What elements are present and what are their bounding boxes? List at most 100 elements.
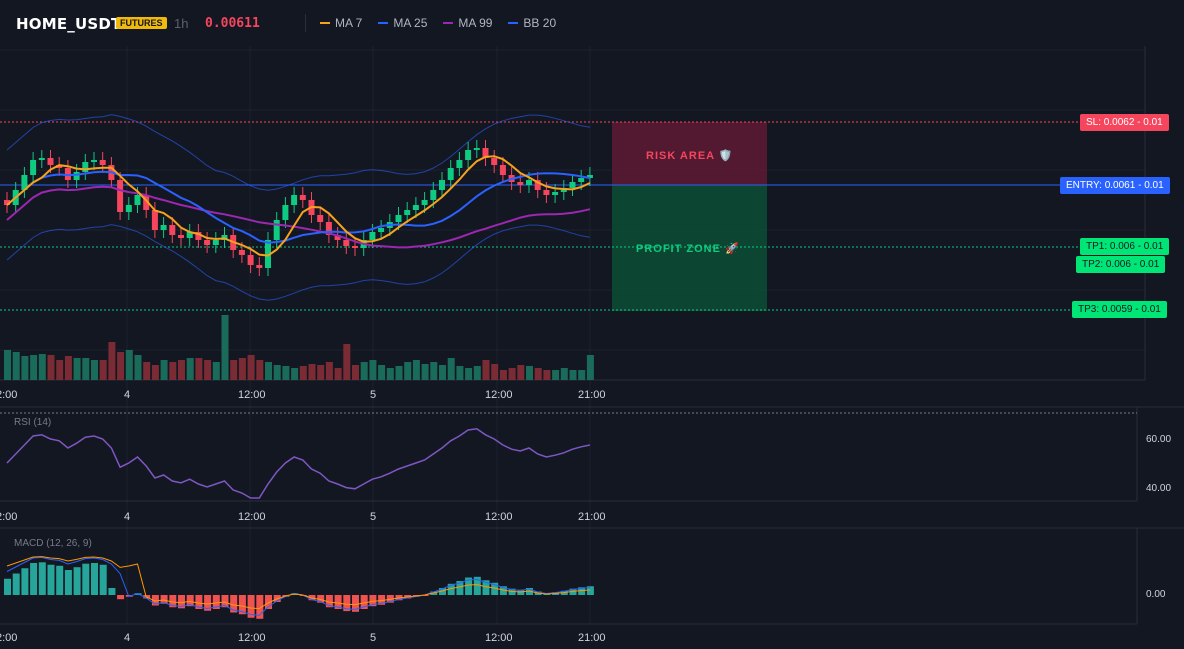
rsi-tick-60: 60.00 [1146, 434, 1171, 445]
svg-text:12:00: 12:00 [238, 389, 266, 401]
candle-body [151, 210, 158, 230]
volume-bar [108, 342, 116, 380]
candle-body [334, 235, 341, 240]
macd-bar [456, 581, 464, 595]
macd-bar [343, 595, 351, 612]
volume-bar [169, 362, 177, 380]
candle-body [30, 160, 37, 175]
macd-bar [195, 595, 203, 609]
volume-bar [38, 354, 46, 380]
volume-bar [47, 355, 55, 380]
macd-signal-line [6, 556, 590, 610]
candle-body [160, 225, 167, 230]
macd-bar [586, 586, 594, 595]
macd-bar [12, 573, 20, 595]
time-axis-rsi: 2:00 4 12:00 5 12:00 21:00 [0, 511, 606, 523]
macd-bar [38, 562, 46, 595]
candle-body [99, 160, 106, 165]
candle-body [265, 240, 271, 268]
legend-ma99[interactable]: MA 99 [443, 16, 492, 30]
volume-bar [186, 358, 194, 380]
volume-bar [369, 360, 377, 380]
ma7-line [6, 155, 591, 257]
volume-bar [578, 370, 586, 380]
volume-bar [560, 368, 568, 380]
svg-text:5: 5 [370, 389, 376, 401]
volume-bar [99, 360, 107, 380]
tp3-label[interactable]: TP3: 0.0059 - 0.01 [1072, 301, 1167, 318]
svg-text:21:00: 21:00 [578, 632, 606, 644]
legend-bb20[interactable]: BB 20 [508, 16, 556, 30]
volume-bar [325, 362, 333, 380]
volume-bar [247, 355, 255, 380]
macd-bar [212, 595, 220, 609]
macd-bar [56, 565, 64, 595]
candle-body [143, 195, 150, 210]
candle-body [569, 182, 576, 188]
macd-bar [369, 595, 377, 607]
candle-body [186, 232, 193, 238]
profit-zone[interactable] [612, 185, 767, 311]
volume-bar [195, 358, 203, 380]
volume-bar [64, 356, 72, 380]
macd-bar [186, 595, 194, 607]
grid-lines [0, 46, 1145, 625]
sl-label[interactable]: SL: 0.0062 - 0.01 [1080, 114, 1169, 131]
volume-bar [421, 364, 429, 380]
candle-body [238, 250, 245, 255]
candle-body [395, 215, 402, 222]
candlesticks [4, 140, 593, 276]
volume-bar [378, 365, 386, 380]
svg-text:4: 4 [124, 389, 130, 401]
chart-header: HOME_USDT FUTURES 1h 0.00611 MA 7 MA 25 … [0, 0, 1184, 46]
rsi-tick-40: 40.00 [1146, 483, 1171, 494]
risk-area-zone[interactable] [612, 122, 767, 185]
volume-bar [273, 365, 281, 380]
macd-bar [256, 595, 264, 619]
volume-bar [543, 370, 551, 380]
candle-body [447, 168, 454, 180]
volume-bar [534, 368, 542, 380]
timeframe-label[interactable]: 1h [174, 16, 189, 31]
macd-bar [82, 563, 90, 595]
entry-label[interactable]: ENTRY: 0.0061 - 0.01 [1060, 177, 1170, 194]
candle-body [473, 148, 480, 150]
candle-body [21, 175, 28, 190]
macd-bar [447, 583, 455, 595]
macd-bar [238, 595, 246, 615]
volume-bar [352, 365, 359, 380]
tp1-label[interactable]: TP1: 0.006 - 0.01 [1080, 238, 1170, 255]
svg-text:2:00: 2:00 [0, 389, 17, 401]
bb-lower-line [6, 224, 590, 301]
legend-ma25[interactable]: MA 25 [378, 16, 427, 30]
svg-text:21:00: 21:00 [578, 511, 606, 523]
bollinger-bands [6, 114, 590, 301]
tp2-label[interactable]: TP2: 0.006 - 0.01 [1076, 256, 1166, 273]
candle-body [4, 200, 10, 205]
symbol-title[interactable]: HOME_USDT [16, 15, 122, 33]
volume-bar [586, 355, 594, 380]
volume-bar [517, 365, 525, 380]
volume-bar [491, 364, 499, 380]
candle-body [491, 158, 498, 165]
volume-bar [282, 366, 290, 380]
rsi-path [6, 428, 591, 499]
macd-bar [47, 564, 55, 595]
candle-body [56, 165, 63, 168]
legend-ma7[interactable]: MA 7 [320, 16, 362, 30]
volume-bar [465, 368, 473, 380]
volume-bar [160, 360, 168, 380]
svg-text:12:00: 12:00 [238, 511, 266, 523]
candle-body [64, 168, 71, 180]
header-divider [305, 14, 306, 32]
candle-body [291, 195, 298, 205]
candle-body [38, 158, 45, 160]
risk-area-label: RISK AREA 🛡️ [646, 150, 734, 162]
volume-bar [151, 365, 159, 380]
candle-body [125, 205, 132, 212]
indicator-legend: MA 7 MA 25 MA 99 BB 20 [320, 16, 556, 30]
volume-bar [91, 360, 98, 380]
candle-body [317, 215, 324, 222]
candle-body [499, 165, 506, 175]
